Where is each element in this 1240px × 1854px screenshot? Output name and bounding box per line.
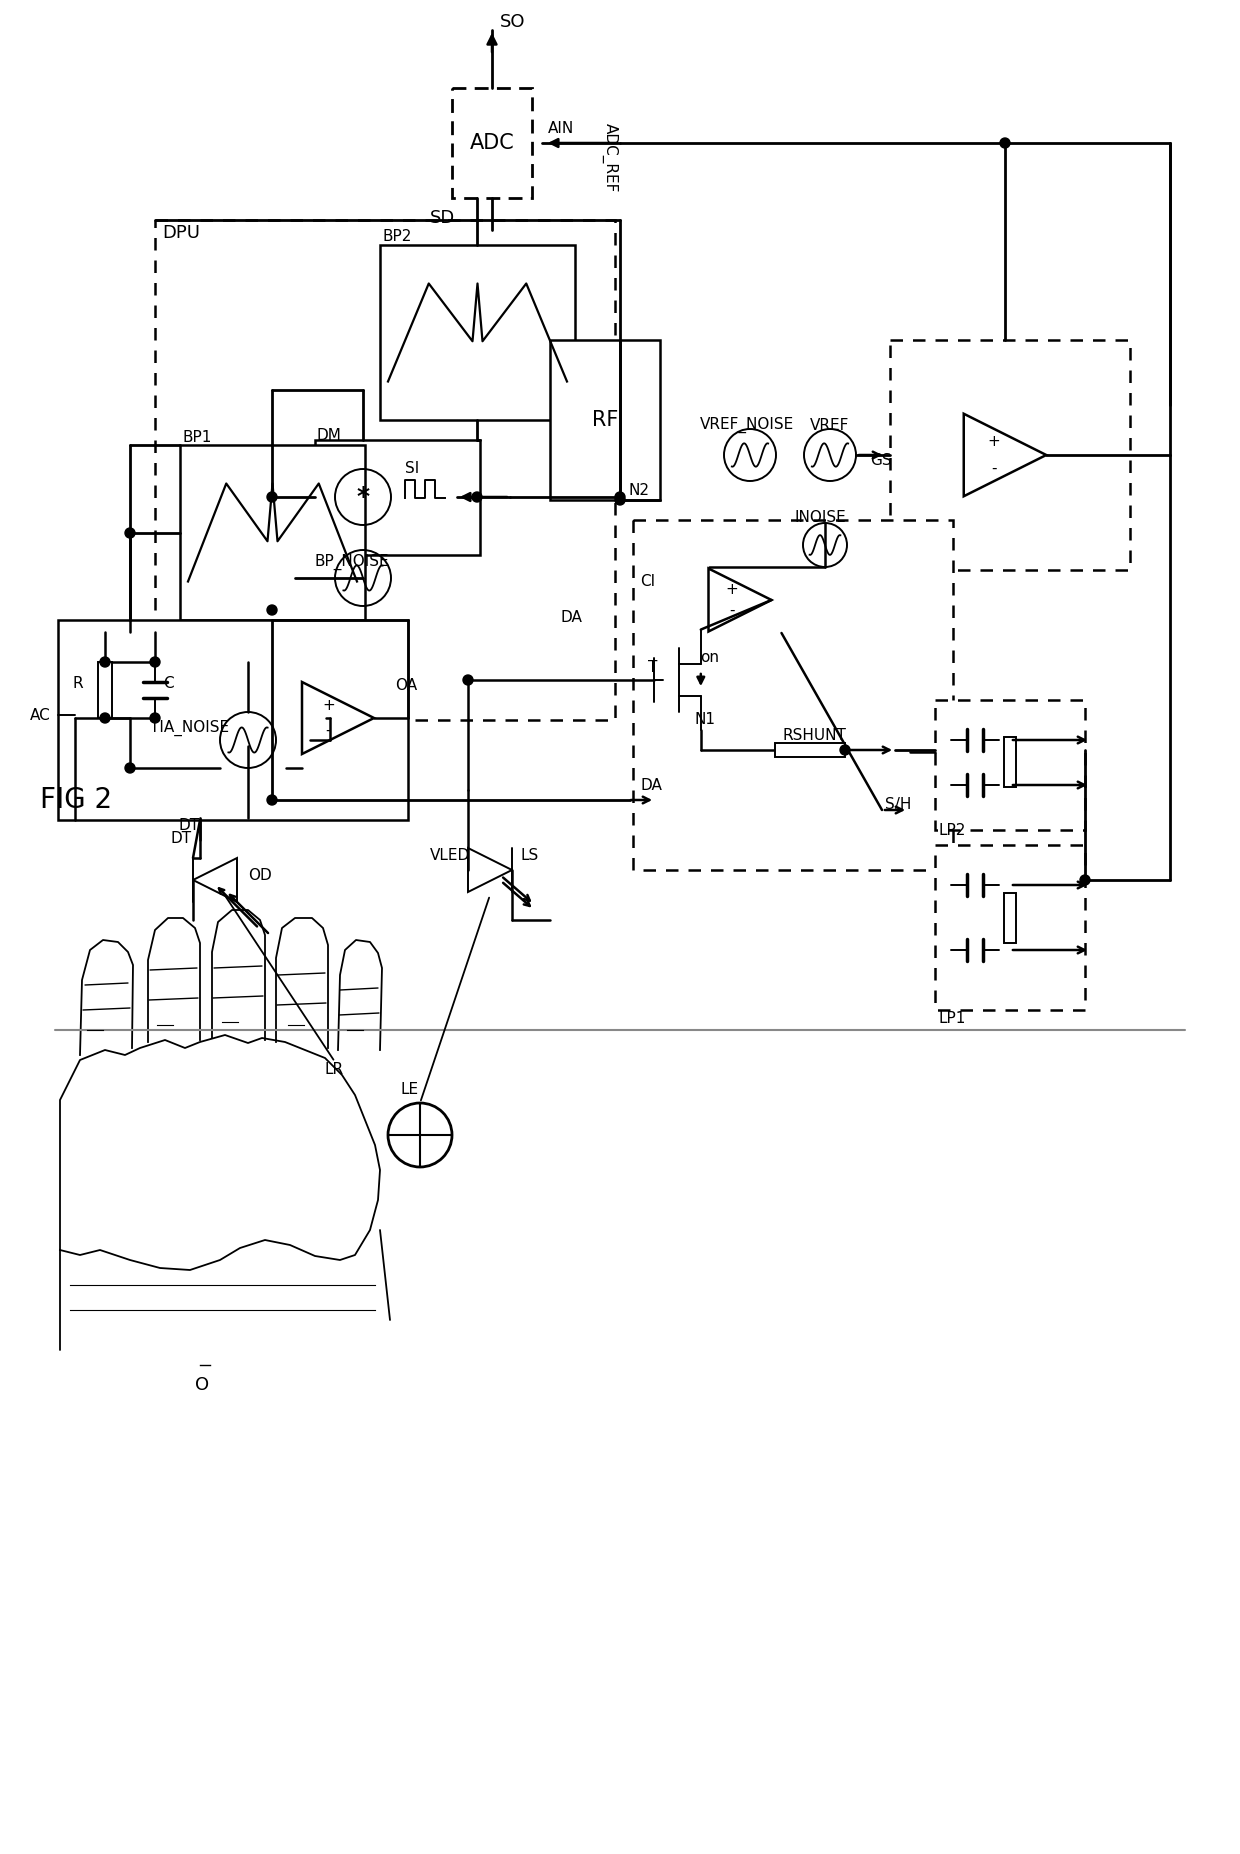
Text: ADC_REF: ADC_REF xyxy=(601,122,618,193)
Text: FIG 2: FIG 2 xyxy=(40,786,112,814)
Text: T: T xyxy=(649,660,657,675)
Text: +: + xyxy=(987,434,1001,449)
Text: ADC: ADC xyxy=(470,133,515,154)
Text: LP2: LP2 xyxy=(937,823,966,838)
Bar xyxy=(551,339,660,501)
Bar xyxy=(1004,894,1016,944)
Text: SD: SD xyxy=(430,210,455,226)
Text: BP_NOISE: BP_NOISE xyxy=(315,554,389,569)
Text: DA: DA xyxy=(560,610,582,625)
Circle shape xyxy=(463,675,472,684)
Text: BP2: BP2 xyxy=(382,228,412,243)
Circle shape xyxy=(615,491,625,502)
Text: O: O xyxy=(195,1376,210,1394)
Circle shape xyxy=(999,137,1011,148)
Text: RSHUNT: RSHUNT xyxy=(782,727,846,742)
Circle shape xyxy=(125,764,135,773)
Text: +: + xyxy=(725,582,738,597)
Circle shape xyxy=(615,495,625,504)
Text: LR: LR xyxy=(325,1062,345,1077)
Bar xyxy=(453,87,532,198)
Circle shape xyxy=(150,656,160,667)
Text: SO: SO xyxy=(500,13,526,32)
Text: LS: LS xyxy=(520,847,538,862)
Circle shape xyxy=(100,656,110,667)
Text: *: * xyxy=(356,486,370,510)
Text: S/H: S/H xyxy=(885,797,911,812)
Text: RF: RF xyxy=(591,410,619,430)
Text: TIA_NOISE: TIA_NOISE xyxy=(150,719,229,736)
Text: R: R xyxy=(72,675,83,690)
Circle shape xyxy=(267,795,277,805)
Text: DT: DT xyxy=(170,831,191,845)
Text: LE: LE xyxy=(401,1083,418,1098)
Circle shape xyxy=(1080,875,1090,884)
Bar xyxy=(1004,738,1016,786)
Text: OD: OD xyxy=(248,868,272,883)
Bar xyxy=(180,445,365,619)
Text: INOISE: INOISE xyxy=(794,510,846,525)
Bar xyxy=(315,439,480,554)
Text: DPU: DPU xyxy=(162,224,200,243)
Text: AIN: AIN xyxy=(548,121,574,135)
Circle shape xyxy=(100,714,110,723)
Text: N2: N2 xyxy=(627,482,649,497)
Bar xyxy=(155,221,615,719)
Text: GS: GS xyxy=(870,452,892,467)
Text: OA: OA xyxy=(396,677,417,693)
Text: VREF: VREF xyxy=(810,417,849,432)
Bar xyxy=(890,339,1130,569)
Bar xyxy=(935,701,1085,831)
Bar xyxy=(775,743,844,756)
Circle shape xyxy=(125,528,135,538)
Text: N1: N1 xyxy=(694,712,715,727)
Text: AC: AC xyxy=(30,708,51,723)
Text: DM: DM xyxy=(317,428,342,443)
Circle shape xyxy=(839,745,849,755)
Text: DT: DT xyxy=(179,818,200,832)
Circle shape xyxy=(472,491,482,502)
Text: -: - xyxy=(729,603,734,617)
Bar xyxy=(935,845,1085,1010)
Circle shape xyxy=(267,604,277,616)
Circle shape xyxy=(267,491,277,502)
Bar xyxy=(379,245,575,421)
Bar xyxy=(632,519,954,870)
Text: +: + xyxy=(322,699,335,714)
Text: DA: DA xyxy=(640,777,662,792)
Bar xyxy=(58,619,408,819)
Text: BP1: BP1 xyxy=(182,430,211,445)
Text: VLED: VLED xyxy=(430,847,470,862)
Text: SI: SI xyxy=(405,460,419,475)
Text: on: on xyxy=(701,651,719,666)
Circle shape xyxy=(150,714,160,723)
Bar xyxy=(98,662,112,717)
Text: VREF_NOISE: VREF_NOISE xyxy=(699,417,794,434)
Text: -: - xyxy=(991,462,997,476)
Text: C: C xyxy=(162,675,174,690)
Text: -: - xyxy=(326,723,331,738)
Text: LP1: LP1 xyxy=(937,1010,966,1025)
Text: CI: CI xyxy=(640,575,655,590)
